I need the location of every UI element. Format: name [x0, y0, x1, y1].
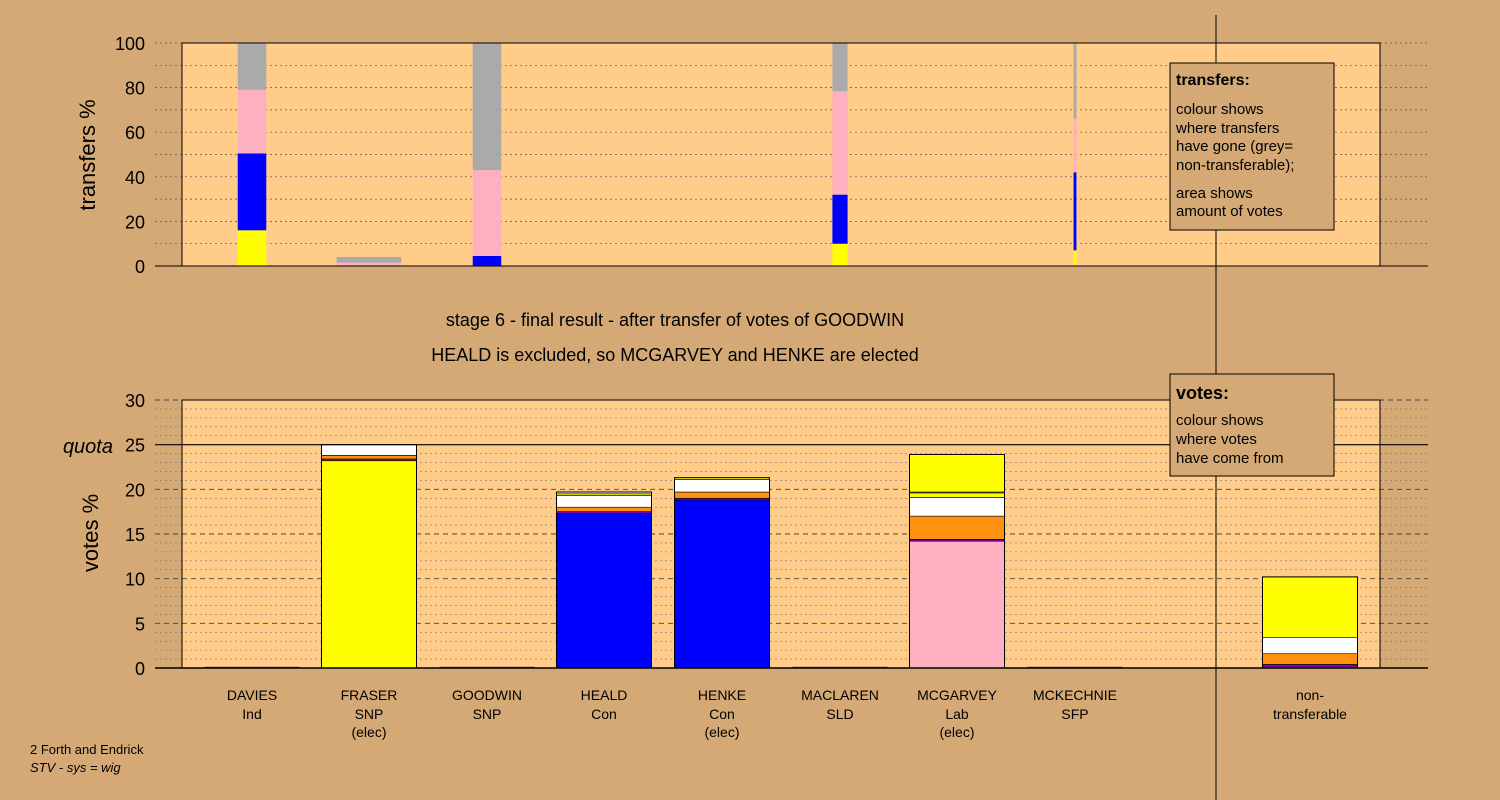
transfer-segment	[1073, 43, 1077, 119]
transfers-legend-line: colour shows	[1176, 101, 1264, 118]
candidate-status: (elec)	[704, 724, 739, 740]
transfer-segment	[1073, 118, 1077, 173]
candidate-party: SNP	[355, 706, 384, 722]
candidate-labels: DAVIES Ind FRASER SNP (elec) GOODWIN SNP HEALD C…	[227, 687, 1347, 740]
transfers-legend-line: area shows	[1176, 185, 1253, 202]
transfers-y-tick: 40	[125, 168, 145, 188]
votes-legend-line: colour shows	[1176, 412, 1264, 429]
vote-segment	[674, 491, 770, 499]
transfer-segment	[832, 243, 848, 266]
vote-segment	[321, 460, 417, 669]
transfer-segment	[832, 90, 848, 195]
vote-segment	[909, 497, 1005, 517]
vote-segment	[556, 513, 652, 669]
transfers-legend-box	[1169, 62, 1335, 231]
chart-title-line1: stage 6 - final result - after transfer …	[446, 310, 904, 330]
transfer-segment	[472, 43, 502, 171]
candidate-party: Con	[709, 706, 735, 722]
votes-y-tick: 5	[135, 614, 145, 634]
candidate-status: (elec)	[351, 724, 386, 740]
transfer-segment	[336, 257, 402, 263]
vote-segment	[909, 515, 1005, 540]
transfers-y-tick: 20	[125, 212, 145, 232]
candidate-name: FRASER	[341, 687, 398, 703]
votes-y-tick: 20	[125, 480, 145, 500]
vote-segment	[321, 455, 417, 460]
candidate-name: HENKE	[698, 687, 746, 703]
transfers-y-tick-labels: 0 20 40 60 80 100	[115, 34, 145, 277]
transfer-segment	[237, 230, 267, 266]
system-label: STV - sys = wig	[30, 760, 121, 775]
transfer-segment	[336, 262, 402, 266]
votes-legend-title: votes:	[1176, 383, 1229, 403]
vote-segment	[1262, 653, 1358, 665]
transfer-segment	[832, 43, 848, 91]
vote-segment	[674, 499, 770, 669]
votes-legend: votes: colour shows where votes have com…	[1169, 373, 1335, 477]
transfers-legend: transfers: colour shows where transfers …	[1169, 62, 1335, 231]
transfers-y-axis-label: transfers %	[75, 99, 100, 210]
votes-legend-box	[1169, 373, 1335, 477]
vote-segment	[909, 454, 1005, 493]
transfers-legend-line: non-transferable);	[1176, 157, 1294, 174]
transfers-legend-line: have gone (grey=	[1176, 138, 1293, 155]
candidate-name: MCKECHNIE	[1033, 687, 1117, 703]
votes-legend-line: have come from	[1176, 450, 1284, 467]
votes-y-tick: 10	[125, 570, 145, 590]
vote-segment	[674, 479, 770, 493]
transfer-segment	[472, 170, 502, 256]
constituency-name: 2 Forth and Endrick	[30, 742, 144, 757]
vote-segment	[556, 495, 652, 508]
vote-segment	[556, 506, 652, 512]
nontransferable-label: transferable	[1273, 706, 1347, 722]
transfer-segment	[237, 89, 267, 154]
transfer-segment	[237, 153, 267, 231]
chart-title-line2: HEALD is excluded, so MCGARVEY and HENKE…	[431, 345, 919, 365]
candidate-name: MCGARVEY	[917, 687, 998, 703]
candidate-party: SNP	[473, 706, 502, 722]
transfer-segment	[472, 255, 502, 266]
votes-y-tick: 0	[135, 659, 145, 679]
candidate-party: Lab	[945, 706, 969, 722]
transfers-legend-title: transfers:	[1176, 72, 1250, 89]
nontransferable-label: non-	[1296, 687, 1324, 703]
vote-segment	[909, 492, 1005, 498]
votes-y-tick: 25	[125, 436, 145, 456]
votes-legend-line: where votes	[1175, 431, 1257, 448]
vote-segment	[321, 444, 417, 456]
transfer-segment	[1073, 250, 1077, 266]
transfers-y-tick: 100	[115, 34, 145, 54]
transfers-y-tick: 80	[125, 79, 145, 99]
candidate-name: GOODWIN	[452, 687, 522, 703]
transfers-y-tick: 0	[135, 257, 145, 277]
candidate-status: (elec)	[939, 724, 974, 740]
vote-segment	[909, 540, 1005, 669]
transfers-legend-line: amount of votes	[1176, 203, 1283, 220]
transfers-y-tick: 60	[125, 123, 145, 143]
transfer-segment	[1073, 172, 1077, 251]
votes-bars	[204, 444, 1358, 669]
transfer-segment	[237, 43, 267, 90]
quota-label: quota	[63, 436, 113, 458]
candidate-name: DAVIES	[227, 687, 277, 703]
votes-y-tick: 15	[125, 525, 145, 545]
votes-y-axis-label: votes %	[78, 494, 103, 572]
votes-y-tick: 30	[125, 391, 145, 411]
transfers-bars	[237, 43, 1077, 266]
candidate-party: Ind	[242, 706, 261, 722]
candidate-party: SLD	[826, 706, 853, 722]
candidate-party: SFP	[1061, 706, 1088, 722]
vote-segment	[1262, 637, 1358, 655]
candidate-party: Con	[591, 706, 617, 722]
candidate-name: MACLAREN	[801, 687, 879, 703]
vote-segment	[1262, 576, 1358, 638]
candidate-name: HEALD	[581, 687, 628, 703]
transfers-legend-line: where transfers	[1175, 120, 1279, 137]
transfer-segment	[832, 194, 848, 244]
votes-y-tick-labels: 0 5 10 15 20 25 30	[125, 391, 145, 679]
